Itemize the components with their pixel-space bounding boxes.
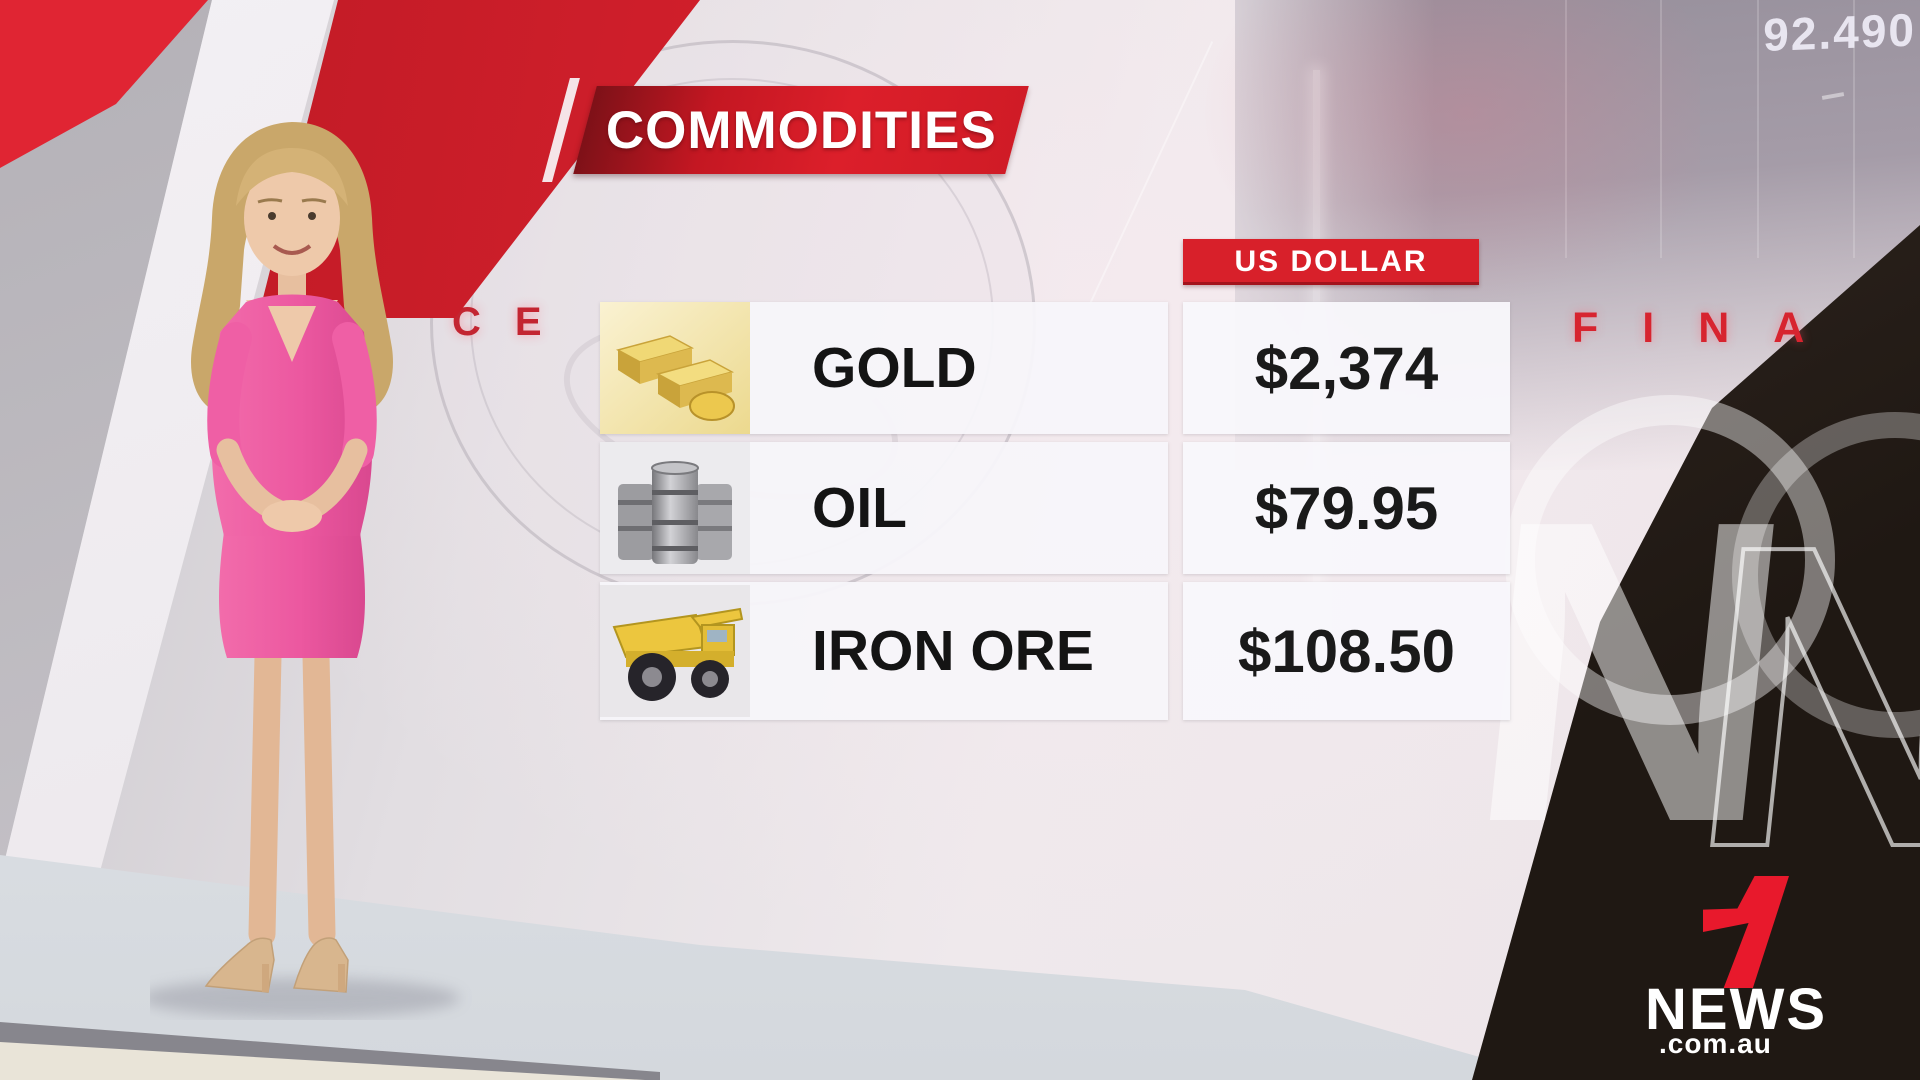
presenter-shoe (204, 937, 275, 993)
presenter-face (244, 160, 340, 276)
commodity-label: OIL (812, 476, 907, 540)
dress-sleeve (332, 322, 377, 468)
news-domain: .com.au (1659, 1028, 1772, 1059)
grid-line (1660, 0, 1662, 258)
giant-letter-light: N (1451, 432, 1812, 912)
giant-background-letters: N N (1451, 395, 1920, 939)
news-wordmark: NEWS (1645, 977, 1827, 1042)
dress-skirt (218, 532, 366, 658)
hair-fringe (236, 148, 348, 206)
ticker-value: 92.490 (1763, 3, 1916, 61)
price-value: $2,374 (1254, 334, 1439, 402)
price-cell-oil: $79.95 (1183, 442, 1510, 574)
seven-logo-icon (1703, 876, 1789, 988)
commodity-label: GOLD (812, 336, 977, 400)
letter-arc (1732, 412, 1920, 738)
presenter-leg (248, 642, 282, 948)
commodity-label: IRON ORE (812, 619, 1094, 683)
price-cell-gold: $2,374 (1183, 302, 1510, 434)
currency-header-banner: US DOLLAR (1183, 239, 1479, 285)
dress-vneck (268, 306, 316, 362)
grid-line (1853, 0, 1855, 258)
news-presenter (150, 122, 460, 1018)
presenter-hands (262, 500, 322, 532)
shoe-heel (338, 964, 345, 992)
seven-news-logo: NEWS .com.au (1645, 876, 1885, 1059)
oil-barrels-icon (600, 442, 750, 574)
table-row-gold: GOLD (600, 302, 1168, 434)
gold-bars-icon (600, 302, 750, 434)
currency-header: US DOLLAR (1234, 245, 1428, 278)
table-row-oil: OIL (600, 442, 1168, 574)
presenter-brow (301, 198, 327, 204)
letter-arc (1505, 395, 1835, 725)
presenter-eye (308, 212, 316, 220)
mining-truck-icon (600, 582, 750, 720)
price-value: $108.50 (1238, 617, 1455, 685)
presenter-brow (257, 198, 283, 204)
presenter-leg (302, 642, 336, 948)
presenter-eye (268, 212, 276, 220)
finance-fragment-right: FINA (1572, 304, 1849, 352)
shoe-heel (262, 964, 269, 992)
presenter-shoe (293, 937, 349, 993)
title-banner: COMMODITIES (573, 86, 1029, 174)
price-value: $79.95 (1254, 474, 1439, 542)
dress-sleeve (207, 322, 252, 468)
table-row-iron-ore: IRON ORE (600, 582, 1168, 720)
presenter-smile (272, 244, 312, 255)
grid-line (1565, 0, 1567, 258)
grid-line (1757, 0, 1759, 258)
price-cell-iron-ore: $108.50 (1183, 582, 1510, 720)
finance-fragment-left: CE (452, 300, 576, 344)
page-title: COMMODITIES (605, 100, 997, 160)
